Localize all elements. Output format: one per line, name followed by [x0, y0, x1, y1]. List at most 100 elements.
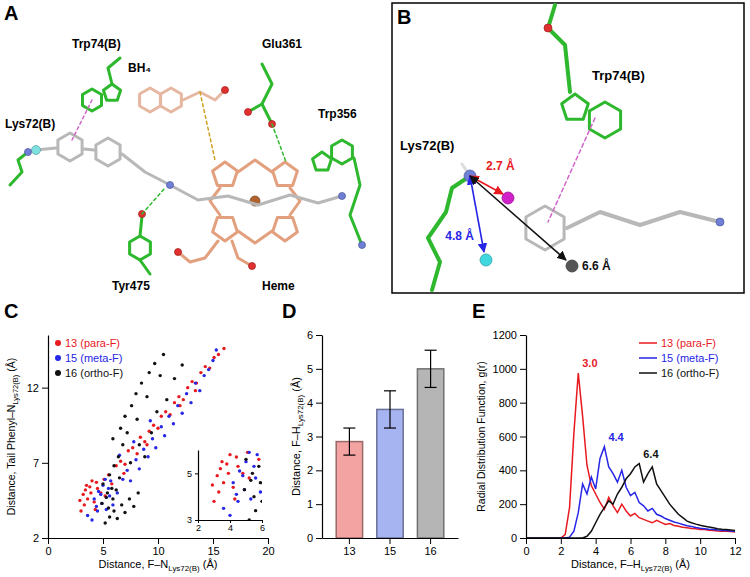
distance-label: 4.8 Å: [445, 228, 474, 243]
tick-mark: [195, 473, 198, 474]
point: [149, 419, 152, 422]
tick: 3: [307, 431, 322, 443]
point: [153, 362, 156, 365]
point: [194, 381, 197, 384]
text-part: (Å): [672, 558, 690, 570]
point: [154, 446, 157, 449]
residue-label: Trp74(B): [72, 37, 121, 51]
legend-label: 15 (meta-F): [65, 352, 122, 364]
point: [132, 440, 135, 443]
tick-label: 1: [307, 498, 313, 510]
subscript: Lys72(B): [641, 564, 673, 573]
point: [189, 401, 192, 404]
point: [185, 392, 188, 395]
atom: [32, 146, 41, 155]
point: [138, 443, 141, 446]
panel-letter: C: [4, 300, 18, 322]
atom: [167, 182, 174, 189]
ring: [273, 162, 298, 186]
error-bar: [425, 350, 437, 387]
point: [243, 488, 246, 491]
tick-mark: [390, 538, 391, 544]
tick-label: 12: [729, 545, 741, 557]
tick-label: 2: [307, 464, 313, 476]
point: [217, 490, 220, 493]
point: [83, 503, 86, 506]
tick-mark: [42, 463, 48, 464]
atom: [222, 87, 229, 94]
atom: [245, 109, 252, 116]
point: [121, 478, 124, 481]
point: [109, 479, 112, 482]
point: [235, 455, 238, 458]
point: [173, 377, 176, 380]
point: [104, 478, 107, 481]
point: [162, 353, 165, 356]
point: [138, 467, 141, 470]
tick-mark: [561, 538, 562, 544]
point: [135, 452, 138, 455]
bond: [142, 188, 165, 214]
point: [236, 465, 239, 468]
bar: [377, 409, 403, 538]
error-cap: [425, 387, 437, 388]
tick-mark: [195, 520, 198, 521]
point: [148, 371, 151, 374]
tick-label: 16: [424, 545, 436, 557]
point: [163, 434, 166, 437]
tick: 0: [511, 532, 526, 544]
panel-letter: A: [4, 2, 18, 24]
tick: 5: [307, 363, 322, 375]
axis: 2712: [27, 336, 49, 545]
point: [198, 389, 201, 392]
annotation: 4.4: [608, 431, 624, 443]
point: [86, 514, 89, 517]
tick-label: 10: [152, 545, 164, 557]
point: [134, 458, 137, 461]
ring: [140, 88, 161, 112]
tick-mark: [631, 538, 632, 544]
ring: [161, 88, 182, 112]
tick: 2: [307, 464, 322, 476]
point: [82, 493, 85, 496]
tick-mark: [520, 470, 526, 471]
tick: 13: [343, 538, 355, 557]
line: [526, 373, 735, 538]
bond: [200, 92, 215, 160]
ring: [58, 133, 82, 161]
axis: 024681012: [523, 538, 741, 557]
point: [118, 476, 121, 479]
point: [160, 415, 163, 418]
point: [232, 481, 235, 484]
point: [194, 389, 197, 392]
point: [150, 431, 153, 434]
point: [248, 451, 251, 454]
point: [108, 473, 111, 476]
point: [248, 518, 251, 520]
point: [212, 356, 215, 359]
tick: 12: [27, 382, 48, 394]
tick: 2: [196, 520, 201, 533]
tick: 0: [45, 538, 51, 557]
tick-mark: [735, 538, 736, 544]
point: [107, 506, 110, 509]
point: [225, 462, 228, 465]
tick-mark: [48, 538, 49, 544]
bond: [140, 260, 150, 274]
point: [257, 458, 260, 461]
text-part: (Å): [200, 558, 218, 570]
panel-b: 2.7 Å4.8 Å6.6 ÅLys72(B)Trp74(B): [392, 3, 744, 293]
tick-mark: [316, 403, 322, 404]
point: [257, 465, 260, 468]
ring: [96, 138, 120, 166]
point: [79, 509, 82, 512]
panel-letter: D: [282, 300, 296, 322]
tick-label: 3: [307, 431, 313, 443]
panel-a: Trp74(B)BH₄Glu361Trp356Lys72(B)HemeTyr47…: [5, 37, 366, 293]
inset-background: [198, 450, 262, 520]
point: [199, 371, 202, 374]
line: [526, 464, 735, 538]
tick: 6: [260, 520, 265, 533]
point: [233, 497, 236, 500]
bond: [210, 188, 220, 215]
